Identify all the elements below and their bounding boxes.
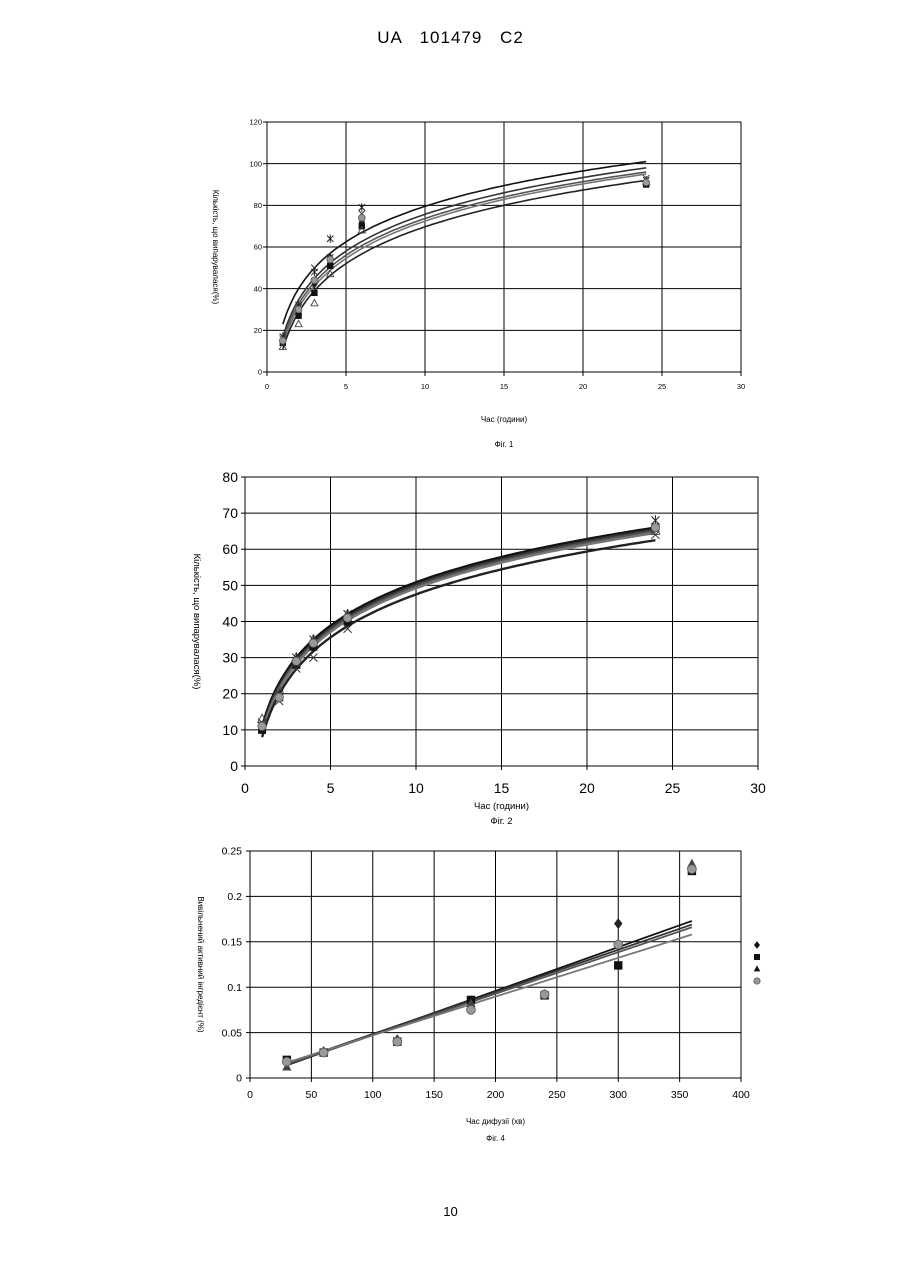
data-point-circle	[614, 940, 623, 949]
x-tick-label: 50	[306, 1089, 318, 1101]
y-axis-label: Вивільнений активний інгредієнт (%)	[196, 896, 205, 1033]
x-axis-label: Час дифузії (хв)	[466, 1117, 525, 1126]
y-tick-label: 0	[236, 1073, 242, 1085]
y-tick-label: 0.2	[227, 891, 242, 903]
y-tick-label: 0.15	[222, 936, 243, 948]
data-point-circle	[393, 1037, 402, 1046]
figure-4-chart: 0 50 100 150 200 250 300 350 400 0 0.05 0.1 0.15 0.2 0…	[0, 0, 901, 1160]
x-tick-label: 400	[732, 1089, 750, 1101]
legend-marker-square	[754, 954, 760, 960]
data-point-square	[614, 961, 622, 969]
y-tick-label: 0.1	[227, 982, 242, 994]
x-tick-label: 0	[247, 1089, 253, 1101]
data-point-circle	[467, 1005, 476, 1014]
figure-caption: Фіг. 4	[486, 1134, 505, 1143]
data-point-circle	[282, 1057, 291, 1066]
data-point-circle	[319, 1048, 328, 1057]
x-tick-label: 300	[609, 1089, 627, 1101]
y-tick-label: 0.05	[222, 1027, 243, 1039]
trendline	[287, 935, 692, 1063]
x-tick-label: 100	[364, 1089, 382, 1101]
x-tick-label: 250	[548, 1089, 566, 1101]
data-point-circle	[540, 990, 549, 999]
page-number: 10	[0, 1204, 901, 1219]
legend-marker-circle	[754, 978, 760, 984]
legend-marker-diamond	[754, 941, 760, 949]
x-tick-label: 150	[425, 1089, 443, 1101]
legend-marker-triangle	[754, 965, 761, 971]
x-tick-label: 350	[671, 1089, 689, 1101]
x-tick-label: 200	[487, 1089, 505, 1101]
y-tick-label: 0.25	[222, 846, 243, 858]
data-point-diamond	[614, 918, 622, 929]
data-point-circle	[687, 865, 696, 874]
